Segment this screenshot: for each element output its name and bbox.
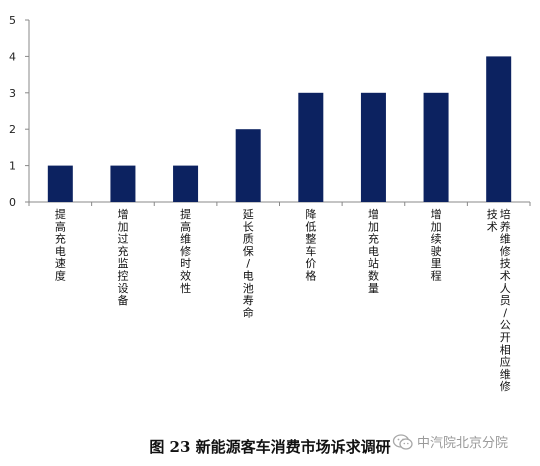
wechat-icon xyxy=(392,433,413,450)
x-category-label: 培养维修技术人员/公开相应维修技术 xyxy=(487,207,511,393)
x-category-label: 增加充电站数量 xyxy=(368,207,379,295)
x-category-label: 提高维修时效性 xyxy=(180,208,191,295)
watermark: 中汽院北京分院 xyxy=(392,432,508,451)
bar xyxy=(47,165,73,202)
figure-caption: 图 23 新能源客车消费市场诉求调研 xyxy=(149,438,391,456)
bar xyxy=(173,165,199,202)
bar xyxy=(110,165,136,202)
y-tick-label: 4 xyxy=(9,50,16,63)
y-tick-label: 1 xyxy=(9,160,16,173)
x-category-label: 增加过充监控设备 xyxy=(117,207,128,307)
x-category-label: 提高充电速度 xyxy=(55,208,66,283)
y-tick-label: 0 xyxy=(9,196,16,209)
bar-chart: 0 1 2 3 4 5 提高充电速度 增加过充监控设备 提高维修时效性 延长质保/电池寿命 降低整车… xyxy=(9,14,531,393)
bar xyxy=(423,92,449,202)
bar xyxy=(235,129,261,202)
x-category-label: 降低整车价格 xyxy=(305,207,316,283)
bar xyxy=(298,92,324,202)
y-tick-label: 5 xyxy=(9,14,16,27)
watermark-text: 中汽院北京分院 xyxy=(417,436,509,451)
bar xyxy=(360,92,386,202)
x-category-label: 增加续驶里程 xyxy=(431,207,442,283)
x-category-label: 延长质保/电池寿命 xyxy=(243,208,254,319)
y-tick-label: 2 xyxy=(9,123,16,136)
bar xyxy=(486,56,512,203)
y-tick-label: 3 xyxy=(9,87,16,100)
